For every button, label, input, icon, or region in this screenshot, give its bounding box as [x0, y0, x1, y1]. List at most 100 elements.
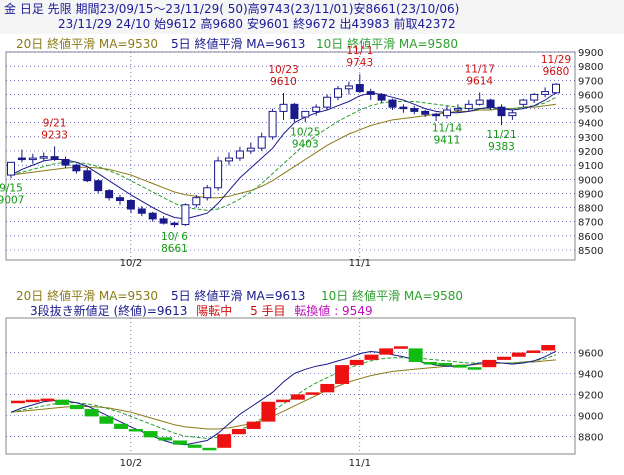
- candle-up: [541, 91, 550, 95]
- new-price-block-down: [114, 423, 129, 429]
- candle-up: [268, 110, 277, 138]
- candle-up: [464, 103, 473, 110]
- y-tick-label: 9600: [578, 90, 603, 101]
- y-tick-label: 8800: [578, 432, 603, 443]
- candlestick-series: [7, 74, 560, 228]
- new-price-block-up: [320, 383, 335, 393]
- annotation-value: 9743: [346, 57, 373, 69]
- candle-up: [214, 160, 223, 189]
- y-tick-label: 9400: [578, 369, 603, 380]
- candle-down: [290, 103, 299, 119]
- newprice-step: 5 手目: [250, 304, 285, 318]
- new-price-block-down: [467, 367, 482, 370]
- new-price-block-down: [55, 399, 70, 405]
- annotation-date: 11/ 1: [346, 45, 373, 57]
- new-price-block-up: [364, 354, 379, 360]
- header-quote-line: 23/11/29 24/10 始9612 高9680 安9601 終9672 出…: [58, 17, 456, 31]
- new-price-block-up: [217, 434, 232, 448]
- annotation-value: 9610: [270, 76, 297, 88]
- candle-down: [17, 157, 26, 161]
- new-price-block-down: [438, 363, 453, 366]
- new-price-block-up: [40, 398, 55, 402]
- y-tick-label: 8700: [578, 218, 603, 229]
- annotation-value: 9614: [466, 75, 493, 87]
- x-tick-label: 10/2: [120, 458, 142, 469]
- ma5-line: [10, 92, 557, 220]
- candle-up: [192, 197, 201, 206]
- y-tick-label: 9000: [578, 411, 603, 422]
- new-price-block-down: [452, 365, 467, 368]
- newprice-plot-frame: [5, 317, 576, 455]
- candle-down: [432, 113, 441, 117]
- ma5-line: [10, 350, 557, 446]
- annotation-date: 10/25: [290, 126, 320, 138]
- annotation-value: 9411: [434, 134, 461, 146]
- new-price-blocks: [11, 345, 556, 451]
- y-tick-label: 8500: [578, 246, 603, 257]
- new-price-block-down: [423, 361, 438, 365]
- x-tick-label: 11/1: [349, 258, 371, 269]
- candle-down: [116, 197, 124, 202]
- new-price-block-up: [482, 359, 497, 368]
- candle-up: [7, 161, 15, 176]
- y-tick-label: 8600: [578, 232, 603, 243]
- y-tick-label: 9200: [578, 147, 603, 158]
- new-price-block-down: [158, 437, 173, 441]
- candle-up: [301, 110, 310, 118]
- new-price-block-up: [511, 352, 526, 357]
- new-price-block-up: [25, 399, 40, 403]
- new-price-block-down: [408, 348, 423, 362]
- candle-up: [519, 99, 528, 105]
- newprice-reversal: 転換値 : 9549: [294, 303, 372, 318]
- candle-down: [94, 180, 103, 192]
- new-price-block-up: [541, 345, 556, 351]
- new-price-block-up: [305, 392, 320, 395]
- annotation-date: 10/ 6: [161, 231, 188, 243]
- annotation-date: 11/29: [541, 54, 571, 66]
- new-price-block-up: [526, 350, 541, 353]
- new-price-block-up: [335, 365, 349, 384]
- new-price-block-up: [379, 348, 394, 355]
- candle-up: [552, 83, 560, 94]
- candle-down: [486, 99, 495, 108]
- candle-down: [421, 110, 430, 115]
- annotation-date: 9/21: [43, 117, 67, 129]
- moving-averages-lower: [10, 350, 557, 446]
- candle-up: [323, 96, 332, 108]
- candle-down: [126, 200, 135, 210]
- candle-up: [257, 136, 266, 149]
- legend-ma20-lower: 20日 終値平滑 MA=9530: [16, 288, 158, 303]
- newprice-info: 3段抜き新値足 (終値)=9613 陽転中 5 手目 転換値 : 9549: [30, 303, 373, 318]
- candle-down: [355, 84, 364, 93]
- candle-down: [105, 190, 114, 199]
- new-price-block-down: [187, 444, 202, 448]
- candle-down: [366, 91, 375, 95]
- candle-up: [39, 156, 48, 159]
- annotation-value: 9007: [0, 194, 24, 206]
- candle-up: [344, 85, 353, 90]
- annotation-value: 9403: [292, 138, 319, 150]
- y-tick-label: 9100: [578, 161, 603, 172]
- annotation-date: 9/15: [0, 182, 23, 194]
- newprice-close-value: 3段抜き新値足 (終値)=9613: [30, 303, 187, 318]
- axis-labels: 8500 8600 8700 8800 8900 9000 9100 9200 9300 9400…: [120, 48, 604, 469]
- legend-ma5-upper: 5日 終値平滑 MA=9613: [171, 36, 305, 51]
- annotation-date: 11/17: [465, 63, 495, 75]
- candle-up: [334, 88, 342, 98]
- new-price-block-down: [143, 431, 158, 438]
- candle-down: [388, 99, 397, 108]
- y-tick-label: 9800: [578, 62, 603, 73]
- y-tick-label: 9900: [578, 48, 603, 59]
- new-price-block-up: [349, 359, 364, 366]
- candle-down: [399, 106, 408, 110]
- chart-header: 金 日足 先限 期間23/09/15～23/11/29( 50)高9743(23…: [0, 0, 624, 34]
- y-tick-label: 9700: [578, 76, 603, 87]
- new-price-block-down: [128, 428, 143, 432]
- y-tick-label: 9600: [578, 349, 603, 360]
- candle-down: [497, 106, 506, 117]
- candle-up: [508, 112, 517, 117]
- y-tick-label: 9200: [578, 390, 603, 401]
- new-price-block-down: [99, 416, 114, 424]
- legend-ma10-lower: 10日 終値平滑 MA=9580: [321, 288, 463, 303]
